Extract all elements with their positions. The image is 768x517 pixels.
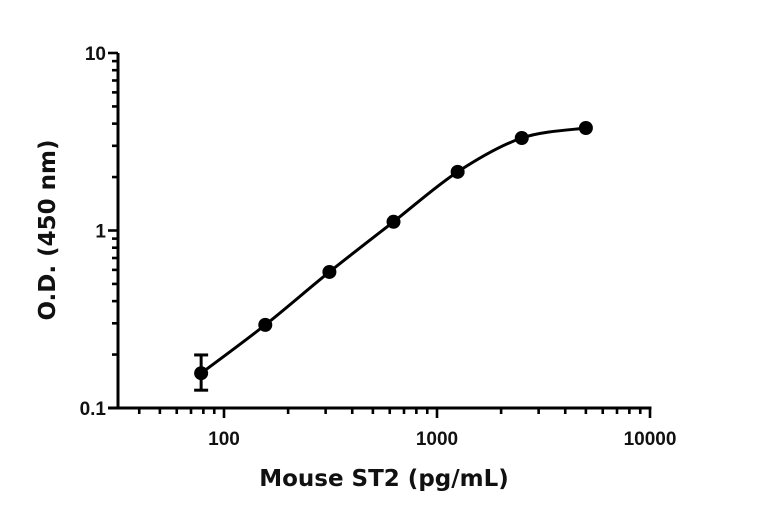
axes: 0.1 1 10 100 1000 10000 bbox=[80, 44, 677, 450]
data-point-marker bbox=[194, 366, 209, 381]
data-point-marker bbox=[578, 120, 593, 135]
y-tick-label: 0.1 bbox=[80, 399, 107, 420]
x-tick-label: 1000 bbox=[416, 429, 458, 450]
fit-curve bbox=[200, 126, 587, 375]
data-point-marker bbox=[450, 164, 465, 179]
data-point-marker bbox=[514, 130, 529, 145]
fit-curve-path bbox=[200, 126, 587, 375]
data-point-marker bbox=[386, 214, 401, 229]
y-tick-label: 1 bbox=[95, 222, 106, 243]
data-points bbox=[194, 120, 593, 392]
x-tick-label: 100 bbox=[208, 429, 240, 450]
y-axis-title: O.D. (450 nm) bbox=[35, 139, 61, 320]
y-tick-label: 10 bbox=[85, 44, 106, 65]
x-tick-label: 10000 bbox=[624, 429, 677, 450]
data-point-marker bbox=[322, 264, 337, 279]
x-axis-title: Mouse ST2 (pg/mL) bbox=[259, 466, 509, 492]
data-point-marker bbox=[258, 317, 273, 332]
